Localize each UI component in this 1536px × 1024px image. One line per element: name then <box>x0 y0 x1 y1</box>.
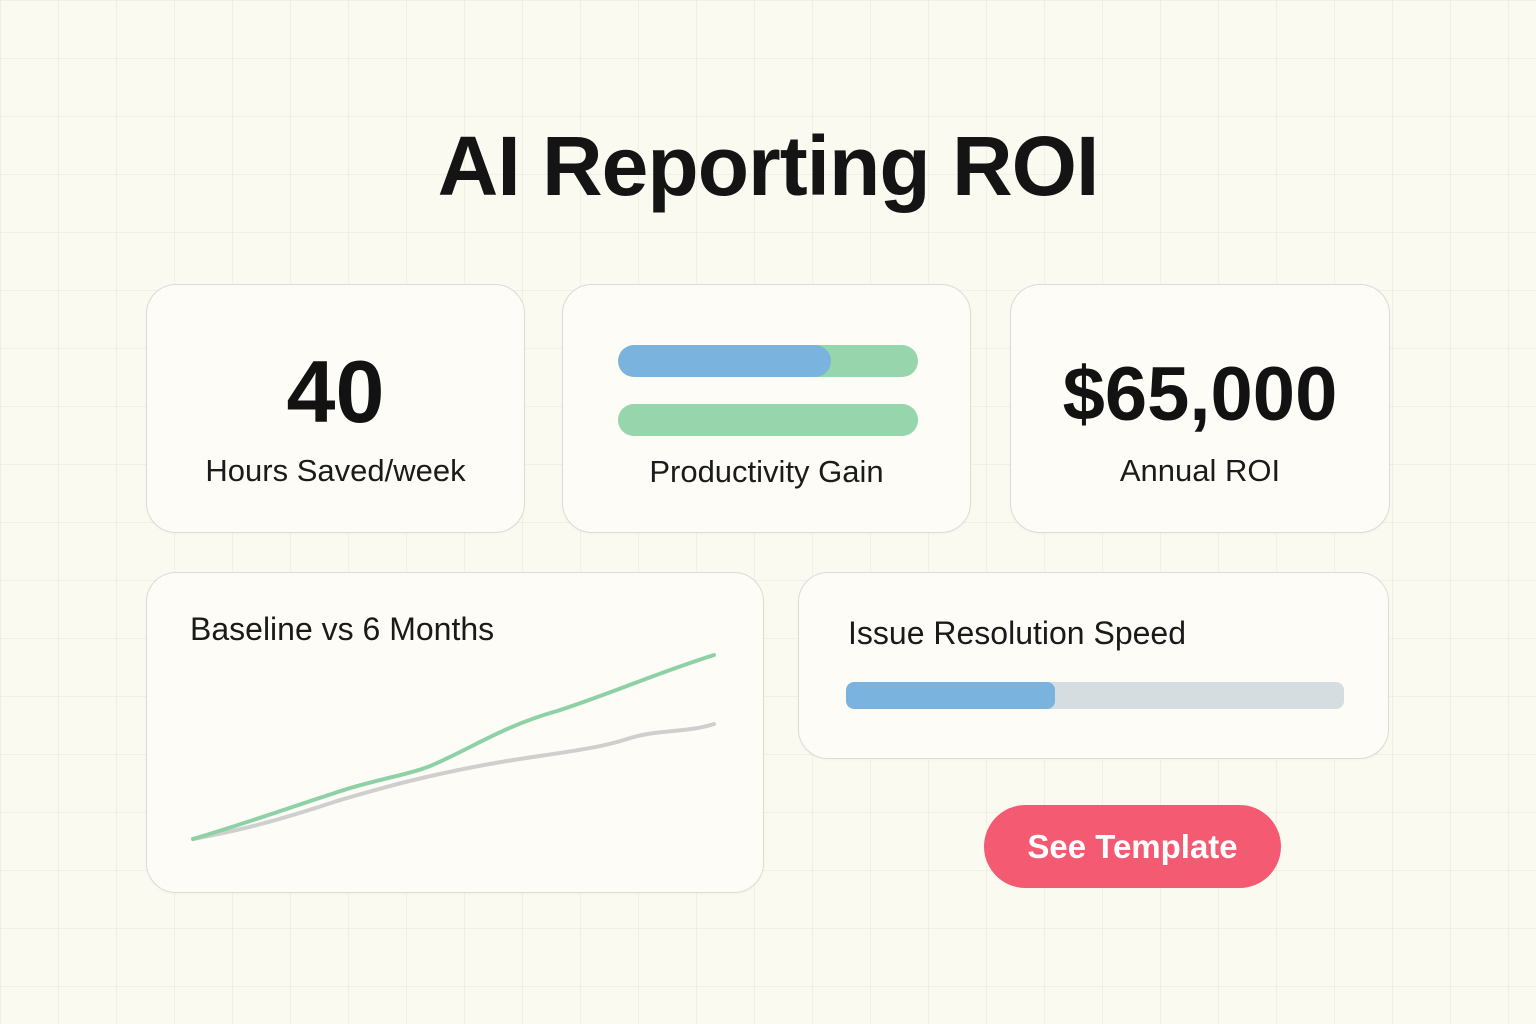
issue-resolution-bar <box>846 682 1344 709</box>
hours-saved-card: 40 Hours Saved/week <box>146 284 525 533</box>
annual-roi-card: $65,000 Annual ROI <box>1010 284 1390 533</box>
productivity-bar-target <box>618 404 918 436</box>
productivity-gain-label: Productivity Gain <box>649 454 884 489</box>
annual-roi-value: $65,000 <box>1062 352 1338 437</box>
issue-resolution-card: Issue Resolution Speed <box>798 572 1389 759</box>
six-months-line <box>191 653 716 841</box>
page-title: AI Reporting ROI <box>437 119 1100 213</box>
trend-chart <box>191 653 716 841</box>
productivity-bar-target-fill <box>618 404 918 436</box>
productivity-bar-current <box>618 345 918 377</box>
productivity-gain-card: Productivity Gain <box>562 284 971 533</box>
hours-saved-value: 40 <box>286 342 385 441</box>
annual-roi-label: Annual ROI <box>1119 453 1281 488</box>
baseline-chart-card: Baseline vs 6 Months <box>146 572 764 893</box>
productivity-bar-current-fill <box>618 345 831 377</box>
chart-title: Baseline vs 6 Months <box>190 611 495 647</box>
issue-resolution-bar-fill <box>846 682 1056 709</box>
see-template-button[interactable]: See Template <box>984 805 1281 888</box>
issue-resolution-title: Issue Resolution Speed <box>848 615 1186 651</box>
baseline-line <box>191 722 716 841</box>
hours-saved-label: Hours Saved/week <box>205 453 466 488</box>
